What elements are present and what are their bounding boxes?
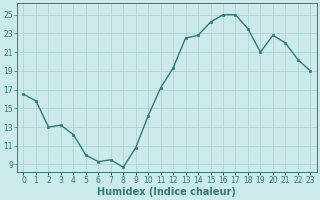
X-axis label: Humidex (Indice chaleur): Humidex (Indice chaleur) [98,187,236,197]
